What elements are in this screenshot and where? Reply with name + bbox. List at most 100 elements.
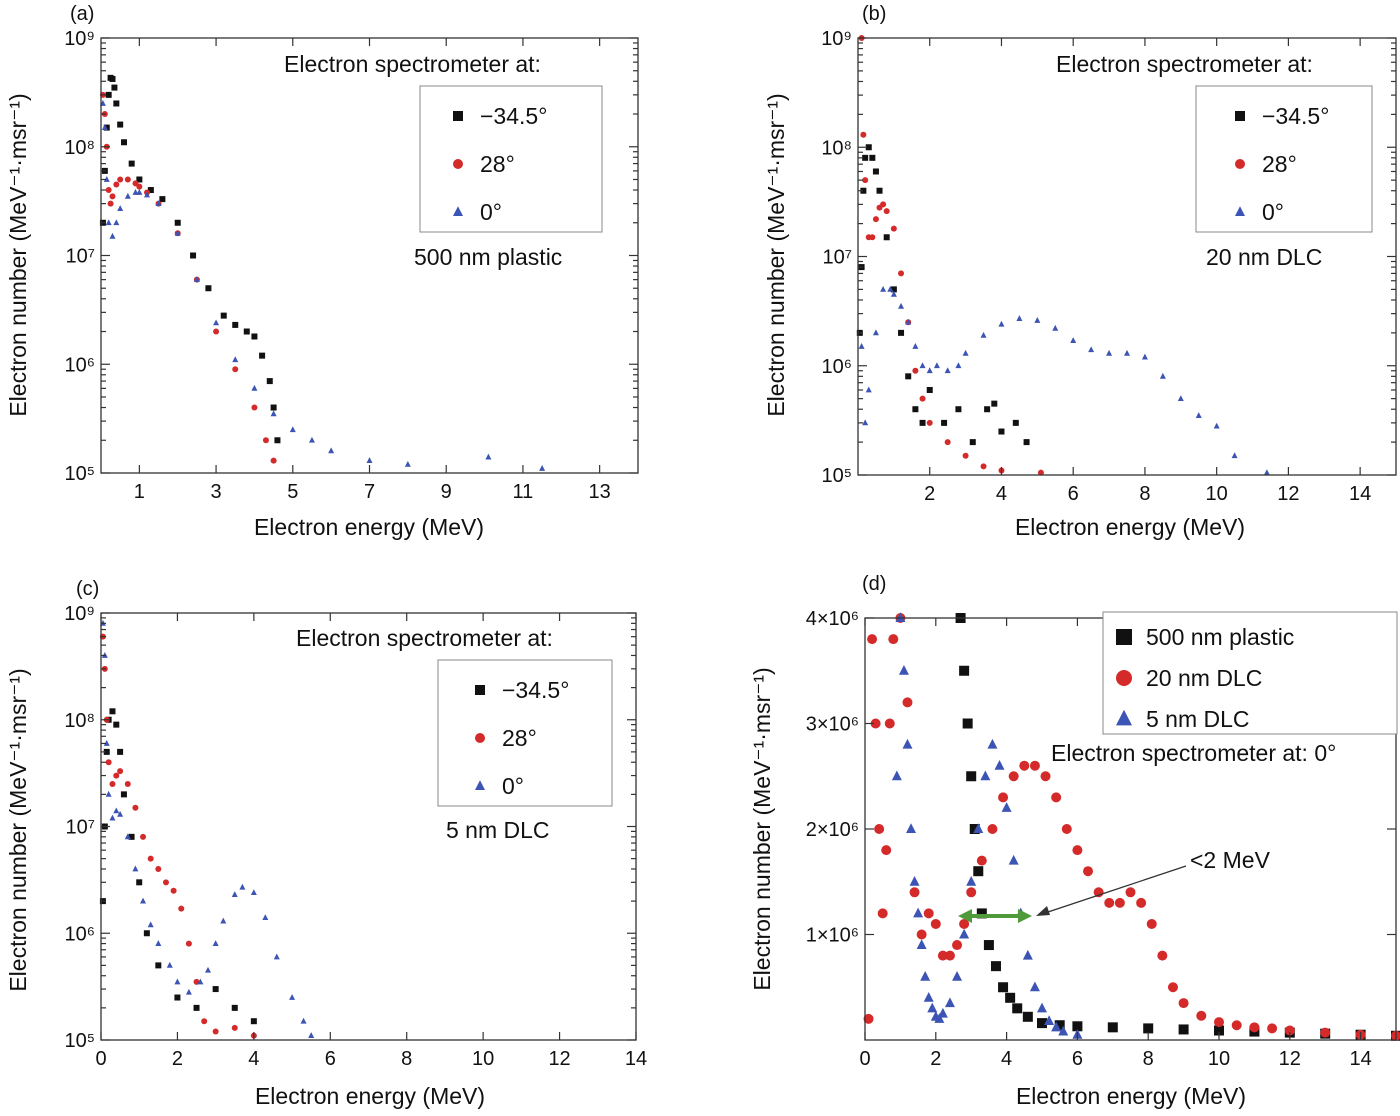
- data-point: [1143, 1023, 1154, 1034]
- data-point: [205, 966, 211, 973]
- x-tick-label: 12: [1279, 1048, 1301, 1070]
- series-2: [99, 91, 277, 464]
- data-point: [105, 759, 112, 766]
- panel-d-label: (d): [862, 573, 886, 595]
- data-point: [121, 139, 128, 146]
- data-point: [1061, 824, 1072, 834]
- legend-marker: [475, 685, 485, 695]
- panel-b-legend: −34.5° 28° 0°: [1235, 103, 1329, 225]
- data-point: [232, 321, 239, 328]
- data-point: [1037, 469, 1044, 476]
- data-point: [1070, 337, 1077, 343]
- annotation-text: <2 MeV: [1190, 847, 1271, 873]
- series-2: [863, 613, 1400, 1041]
- data-point: [902, 697, 913, 708]
- legend-marker: [1235, 159, 1245, 169]
- data-point: [923, 992, 934, 1002]
- data-point: [105, 187, 112, 194]
- data-point: [205, 285, 212, 292]
- data-point: [959, 928, 970, 939]
- series-1: [99, 708, 257, 1025]
- x-tick-label: 10: [472, 1048, 494, 1070]
- data-point: [1034, 316, 1041, 323]
- data-point: [862, 154, 869, 161]
- panel-b-note: 20 nm DLC: [1206, 244, 1322, 270]
- data-point: [1008, 771, 1019, 782]
- panel-c-legend-box: [437, 659, 613, 807]
- data-point: [113, 219, 120, 226]
- data-point: [880, 285, 887, 292]
- data-point: [201, 1018, 208, 1025]
- x-tick-label: 8: [1143, 1048, 1154, 1070]
- data-point: [994, 759, 1005, 770]
- data-point: [923, 908, 934, 919]
- data-point: [193, 276, 200, 283]
- data-point: [905, 318, 912, 325]
- data-point: [136, 188, 143, 195]
- data-point: [862, 419, 869, 426]
- y-tick-label: 10⁷: [823, 247, 852, 269]
- data-point: [109, 781, 116, 788]
- data-point: [869, 234, 876, 241]
- data-point: [952, 970, 963, 981]
- data-point: [300, 1017, 307, 1024]
- data-point: [220, 917, 227, 924]
- data-point: [117, 121, 124, 128]
- data-point: [1213, 422, 1220, 429]
- x-tick-label: 4: [248, 1048, 259, 1070]
- data-point: [308, 436, 315, 443]
- data-point: [213, 328, 220, 335]
- x-tick-label: 2: [924, 483, 935, 505]
- data-point: [232, 366, 239, 373]
- x-tick-label: 12: [1277, 483, 1299, 505]
- data-point: [109, 814, 116, 821]
- data-point: [1167, 982, 1178, 993]
- panel-b-ylabel: Electron number (MeV⁻¹·msr⁻¹): [763, 93, 789, 416]
- x-tick-label: 14: [1349, 1048, 1371, 1070]
- data-point: [136, 176, 143, 183]
- data-point: [872, 329, 879, 336]
- panel-a-note: 500 nm plastic: [414, 244, 562, 270]
- data-point: [984, 406, 991, 413]
- y-tick-label: 10⁵: [64, 1030, 95, 1052]
- data-point: [113, 807, 120, 814]
- x-tick-label: 5: [287, 481, 298, 503]
- data-point: [962, 452, 969, 459]
- data-point: [1052, 324, 1059, 331]
- y-tick-label: 10⁶: [65, 354, 95, 376]
- data-point: [998, 320, 1005, 327]
- data-point: [912, 406, 919, 413]
- data-point: [140, 833, 147, 840]
- y-tick-label: 10⁹: [64, 28, 95, 50]
- data-point: [155, 940, 162, 946]
- data-point: [966, 887, 977, 898]
- data-point: [955, 362, 962, 369]
- data-point: [990, 961, 1001, 972]
- data-point: [980, 463, 987, 470]
- data-point: [976, 908, 987, 919]
- data-point: [190, 252, 197, 259]
- data-point: [1125, 887, 1136, 898]
- data-point: [987, 824, 998, 834]
- x-tick-label: 2: [172, 1048, 183, 1070]
- data-point: [170, 887, 177, 894]
- panel-a-legend: −34.5° 28° 0°: [453, 103, 547, 225]
- data-point: [109, 193, 116, 200]
- data-point: [239, 883, 246, 890]
- data-point: [109, 232, 116, 239]
- data-point: [898, 302, 905, 309]
- data-point: [124, 192, 131, 199]
- data-point: [1106, 349, 1113, 356]
- data-point: [933, 362, 940, 369]
- x-tick-label: 11: [513, 481, 534, 503]
- legend-label: 5 nm DLC: [1146, 706, 1250, 732]
- data-point: [262, 437, 269, 444]
- x-tick-label: 8: [401, 1048, 412, 1070]
- panel-d-legend-box: [1102, 611, 1398, 735]
- data-point: [308, 1032, 315, 1038]
- legend-marker: [1116, 709, 1132, 726]
- data-point: [404, 460, 411, 467]
- panel-a-xlabel: Electron energy (MeV): [254, 514, 484, 540]
